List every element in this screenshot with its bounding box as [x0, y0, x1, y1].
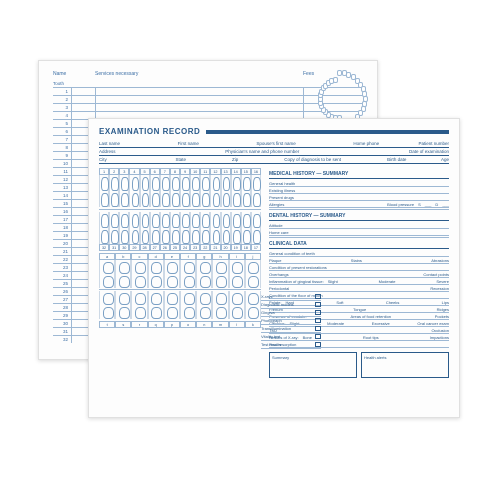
lbl-slight: Slight	[328, 279, 338, 284]
lbl-address: Address	[99, 149, 116, 154]
lbl-calc-exc: Excessive	[372, 321, 390, 326]
info-row-3: City State Zip Copy of diagnosis to be s…	[99, 156, 449, 164]
dent-history-hdr: DENTAL HISTORY — SUMMARY	[269, 213, 449, 221]
lbl-pockets: Pockets	[435, 314, 449, 319]
lbl-teeth-cond: General condition of teeth	[269, 251, 315, 256]
lbl-stains: Stains	[351, 258, 362, 263]
lbl-age: Age	[441, 157, 449, 162]
lbl-contact: Contact points	[423, 272, 449, 277]
lbl-food: Areas of food retention	[351, 314, 391, 319]
med-history-hdr: MEDICAL HISTORY — SUMMARY	[269, 171, 449, 179]
lbl-severe: Severe	[436, 279, 449, 284]
lbl-alerts: Health alerts	[364, 355, 386, 360]
lbl-tongue: Tongue	[353, 307, 366, 312]
lbl-occlusion: Occlusion	[431, 328, 449, 333]
lbl-calc-mod: Moderate	[327, 321, 344, 326]
lbl-spouse: Spouse's first name	[256, 141, 295, 146]
child-upper-roots-icon	[99, 274, 261, 288]
checklist-row: X-rays	[261, 293, 321, 301]
lbl-plaque: Plaque	[269, 258, 281, 263]
checklist-row: Gingiva	[261, 309, 321, 317]
info-row-2: Address Physician's name and phone numbe…	[99, 148, 449, 156]
adult-upper-roots-icon	[99, 191, 261, 207]
alerts-box: Health alerts	[361, 352, 449, 378]
child-lower-roots-icon	[99, 291, 261, 305]
lbl-gingival: Inflammation of gingival tissue:	[269, 279, 324, 284]
child-upper-letters: abcdefghij	[99, 253, 261, 260]
lbl-physician: Physician's name and phone number	[225, 149, 299, 154]
header-services: Services necessary	[95, 71, 303, 77]
adult-lower-nums: 32313029282726252423222120191817	[99, 244, 261, 251]
lbl-restorations: Condition of present restorations	[269, 265, 327, 270]
lbl-ridges: Ridges	[437, 307, 449, 312]
lbl-recession: Recession	[430, 286, 449, 291]
lbl-homecare: Home care	[269, 230, 289, 235]
lbl-oral: Oral cancer exam	[417, 321, 449, 326]
title-bar: EXAMINATION RECORD	[99, 127, 449, 136]
page-title: EXAMINATION RECORD	[99, 127, 200, 136]
lbl-last: Last name	[99, 141, 120, 146]
info-row-1: Last name First name Spouse's first name…	[99, 140, 449, 148]
lbl-allergies: Allergies	[269, 202, 284, 207]
lbl-drugs: Present drugs	[269, 195, 294, 200]
summary-box: Summary	[269, 352, 357, 378]
adult-upper-nums: 12345678910111213141516	[99, 168, 261, 175]
header-name: Name	[53, 71, 95, 77]
services-header: Name Services necessary Fees	[53, 71, 363, 77]
lbl-perio: Periodontal	[269, 286, 289, 291]
lbl-bp-d: D	[435, 202, 438, 207]
lbl-bp-s: S	[418, 202, 421, 207]
lbl-copy: Copy of diagnosis to be sent	[284, 157, 341, 162]
checklist-row: Diagnostic models	[261, 301, 321, 309]
lbl-city: City	[99, 157, 107, 162]
lbl-first: First name	[178, 141, 199, 146]
lbl-zip: Zip	[232, 157, 238, 162]
adult-upper-teeth-icon	[99, 175, 261, 191]
lbl-impactions: Impactions	[430, 335, 449, 340]
lbl-gen-health: General health	[269, 181, 295, 186]
child-lower-letters: tsrqponmlk	[99, 321, 261, 328]
lbl-attitude: Attitude	[269, 223, 283, 228]
child-upper-teeth-icon	[99, 260, 261, 274]
lbl-illness: Existing illness	[269, 188, 295, 193]
lbl-root: Root tips	[363, 335, 379, 340]
lbl-bp: Blood pressure	[387, 202, 414, 207]
lbl-soft: Soft	[336, 300, 343, 305]
exam-record-sheet: EXAMINATION RECORD Last name First name …	[88, 118, 460, 418]
lbl-birth: Birth date	[387, 157, 406, 162]
lbl-overhangs: Overhangs	[269, 272, 289, 277]
lbl-summary: Summary	[272, 355, 289, 360]
lbl-patient: Patient number	[418, 141, 449, 146]
checklist-row: Test results	[261, 341, 321, 349]
lbl-abrasions: Abrasions	[431, 258, 449, 263]
lbl-moderate: Moderate	[379, 279, 396, 284]
adult-lower-teeth-icon	[99, 228, 261, 244]
lbl-cheeks: Cheeks	[386, 300, 400, 305]
checklist-row: Photograph	[261, 317, 321, 325]
checklist: X-raysDiagnostic modelsGingivaPhotograph…	[261, 293, 321, 349]
clinical-hdr: CLINICAL DATA	[269, 241, 449, 249]
lbl-lips: Lips	[442, 300, 449, 305]
lbl-date: Date of examination	[409, 149, 449, 154]
checklist-row: Vitality test	[261, 333, 321, 341]
lbl-home: Home phone	[353, 141, 379, 146]
child-lower-teeth-icon	[99, 305, 261, 319]
title-rule	[206, 130, 449, 134]
adult-lower-roots-icon	[99, 212, 261, 228]
lbl-state: State	[175, 157, 186, 162]
checklist-row: Transillumination	[261, 325, 321, 333]
tooth-chart: 12345678910111213141516 3231302928272625…	[99, 168, 261, 378]
